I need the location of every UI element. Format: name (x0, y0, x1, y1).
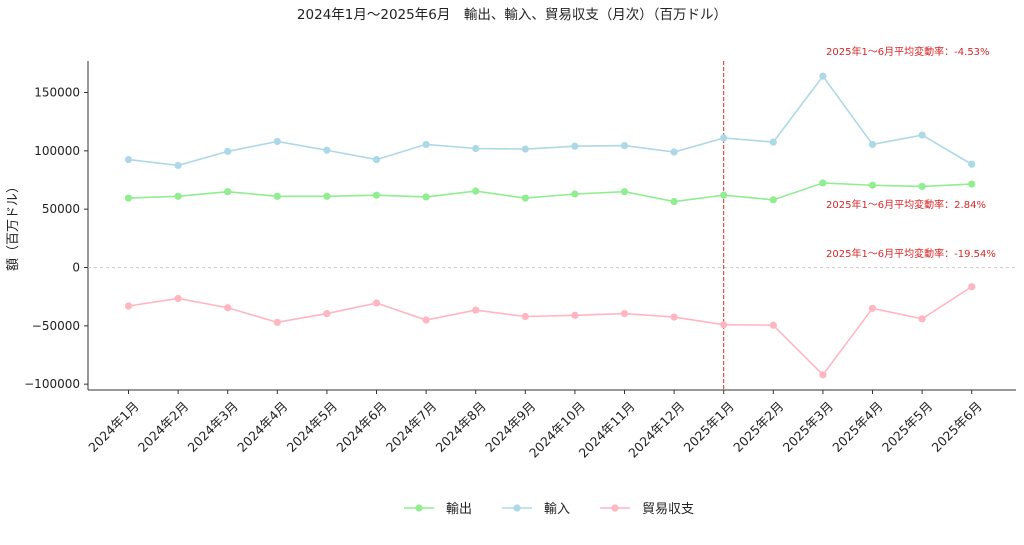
data-point (323, 146, 331, 154)
data-point (918, 315, 926, 323)
data-point (521, 312, 529, 321)
data-point (769, 196, 777, 204)
data-point (819, 371, 827, 379)
data-point (769, 138, 777, 146)
legend-marker (415, 504, 423, 512)
data-point (521, 194, 529, 202)
data-point (720, 134, 728, 142)
data-point (273, 137, 281, 146)
legend-label: 輸入 (544, 502, 570, 517)
data-point (323, 192, 331, 200)
y-tick-label: 150000 (34, 86, 80, 100)
x-tick-label: 2024年3月 (184, 399, 240, 455)
y-tick-label: 100000 (34, 144, 80, 158)
x-tick-label: 2024年6月 (333, 399, 389, 455)
data-point (422, 140, 430, 149)
data-point (571, 190, 579, 198)
data-point (472, 187, 480, 195)
annotation-2: 2025年1～6月平均変動率：-19.54% (826, 247, 996, 260)
data-point (670, 148, 678, 156)
y-tick-label: −50000 (32, 319, 80, 333)
series-2 (124, 283, 976, 379)
data-point (819, 72, 827, 80)
y-tick-label: 50000 (42, 202, 80, 216)
x-tick-label: 2024年2月 (135, 399, 191, 455)
annotation-0: 2025年1～6月平均変動率：-4.53% (826, 45, 990, 58)
data-point (174, 161, 182, 170)
data-point (521, 145, 529, 153)
data-point (422, 193, 430, 201)
axes: 150000100000500000−50000−1000002024年1月20… (24, 61, 1016, 461)
chart-title: 2024年1月～2025年6月 輸出、輸入、貿易収支（月次）（百万ドル） (297, 7, 727, 23)
data-point (720, 321, 728, 329)
data-point (224, 188, 232, 196)
data-point (571, 311, 579, 319)
data-point (670, 313, 678, 321)
x-tick-label: 2025年6月 (928, 399, 984, 455)
data-point (472, 306, 480, 314)
data-point (819, 179, 827, 187)
data-point (868, 304, 877, 312)
x-tick-label: 2025年5月 (879, 399, 935, 455)
series-0 (124, 179, 976, 206)
data-point (273, 192, 281, 200)
legend: 輸出 輸入 貿易収支 (404, 502, 694, 517)
data-point (620, 141, 629, 150)
plot-area: 2025年1～6月平均変動率：-4.53% 2025年1～6月平均変動率：2.84… (88, 45, 1016, 390)
legend-label: 輸出 (446, 502, 472, 517)
x-tick-label: 2024年7月 (383, 399, 439, 455)
data-point (868, 181, 877, 189)
data-point (372, 191, 381, 199)
x-tick-label: 2025年4月 (829, 399, 885, 455)
data-point (372, 299, 381, 307)
data-point (670, 197, 678, 206)
x-tick-label: 2024年8月 (432, 399, 488, 455)
data-point (224, 304, 232, 312)
data-point (124, 155, 133, 164)
legend-label: 貿易収支 (642, 502, 694, 517)
y-tick-label: 0 (72, 261, 80, 275)
data-point (472, 144, 480, 153)
x-tick-label: 2024年4月 (234, 399, 290, 455)
data-point (918, 182, 926, 191)
data-point (174, 294, 182, 303)
series-line (128, 74, 973, 167)
data-point (174, 192, 182, 200)
x-tick-label: 2025年1月 (680, 399, 736, 455)
data-point (968, 180, 976, 188)
x-tick-label: 2024年1月 (85, 399, 141, 455)
data-point (571, 142, 579, 150)
data-point (968, 283, 976, 291)
series-line (128, 286, 973, 377)
data-point (968, 160, 976, 168)
series-1 (124, 72, 976, 170)
data-point (620, 309, 629, 318)
data-point (224, 147, 232, 156)
data-point (372, 155, 381, 164)
x-tick-label: 2025年2月 (730, 399, 786, 455)
data-point (273, 318, 281, 326)
data-point (918, 131, 926, 139)
legend-marker (611, 504, 619, 512)
y-tick-label: −100000 (24, 377, 80, 391)
x-tick-label: 2025年3月 (780, 399, 836, 455)
data-point (620, 188, 629, 196)
annotation-1: 2025年1～6月平均変動率：2.84% (826, 198, 986, 211)
legend-marker (513, 504, 521, 512)
x-tick-label: 2024年5月 (284, 399, 340, 455)
data-point (769, 321, 777, 329)
series-line (128, 182, 972, 203)
data-point (422, 316, 430, 324)
data-point (124, 302, 133, 310)
data-point (124, 194, 133, 202)
data-point (868, 140, 877, 149)
data-point (323, 309, 331, 318)
data-point (720, 191, 728, 199)
y-axis-label: 額（百万ドル） (6, 180, 21, 271)
